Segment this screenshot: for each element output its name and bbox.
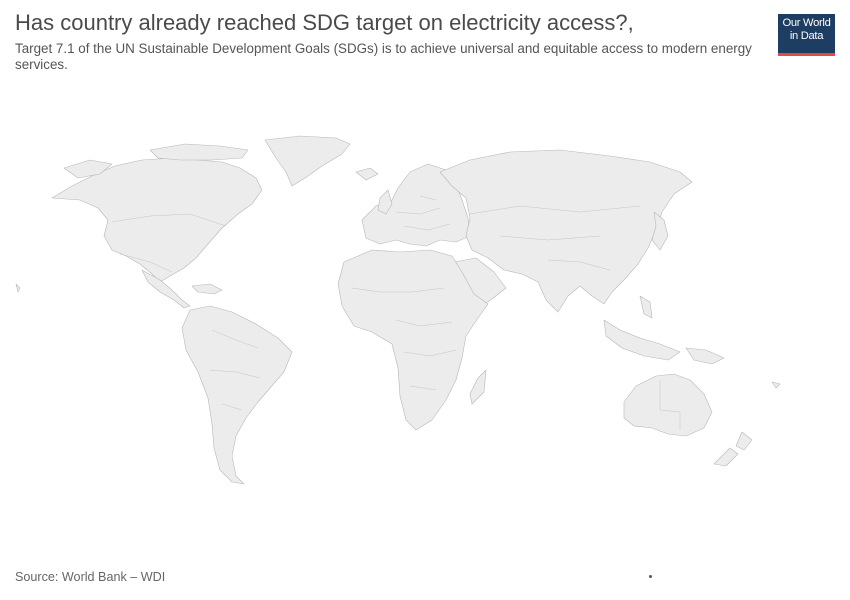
region-europe[interactable] [361,163,471,247]
country-new-zealand[interactable] [735,431,753,451]
region-south-america[interactable] [181,305,293,485]
country-uk-ireland[interactable] [377,189,393,215]
borders-australia [659,380,681,430]
logo-line-2: in Data [789,30,824,42]
borders-europe [395,195,451,231]
region-asia[interactable] [439,149,693,313]
borders-asia [469,205,641,271]
country-australia[interactable] [623,373,713,437]
island-hawaii[interactable] [15,283,21,293]
region-arctic-islands-west[interactable] [63,159,113,179]
owid-logo[interactable]: Our World in Data [778,14,835,56]
source-note: Source: World Bank – WDI [15,570,166,584]
chart-subtitle: Target 7.1 of the UN Sustainable Develop… [15,41,752,72]
country-japan[interactable] [651,211,669,251]
border-us-canada [111,213,227,227]
country-iceland[interactable] [355,167,379,181]
logo-line-1: Our World [782,17,831,29]
borders-south-america [209,329,261,411]
timeline-dot [649,575,652,578]
country-madagascar[interactable] [469,369,487,405]
country-greenland[interactable] [264,135,351,187]
chart-title: Has country already reached SDG target o… [15,10,634,35]
world-map[interactable] [0,110,850,500]
country-philippines[interactable] [639,295,653,319]
region-arctic-islands[interactable] [149,143,249,161]
region-southeast-asia-islands[interactable] [603,319,681,361]
border-us-mexico [119,253,173,273]
borders-africa [351,287,457,391]
region-central-america[interactable] [141,269,191,309]
island-pacific[interactable] [771,381,781,389]
region-north-america[interactable] [51,157,263,283]
region-africa[interactable] [337,249,489,431]
country-new-zealand-south[interactable] [713,447,739,467]
region-caribbean[interactable] [191,283,223,295]
country-new-guinea[interactable] [685,347,725,365]
